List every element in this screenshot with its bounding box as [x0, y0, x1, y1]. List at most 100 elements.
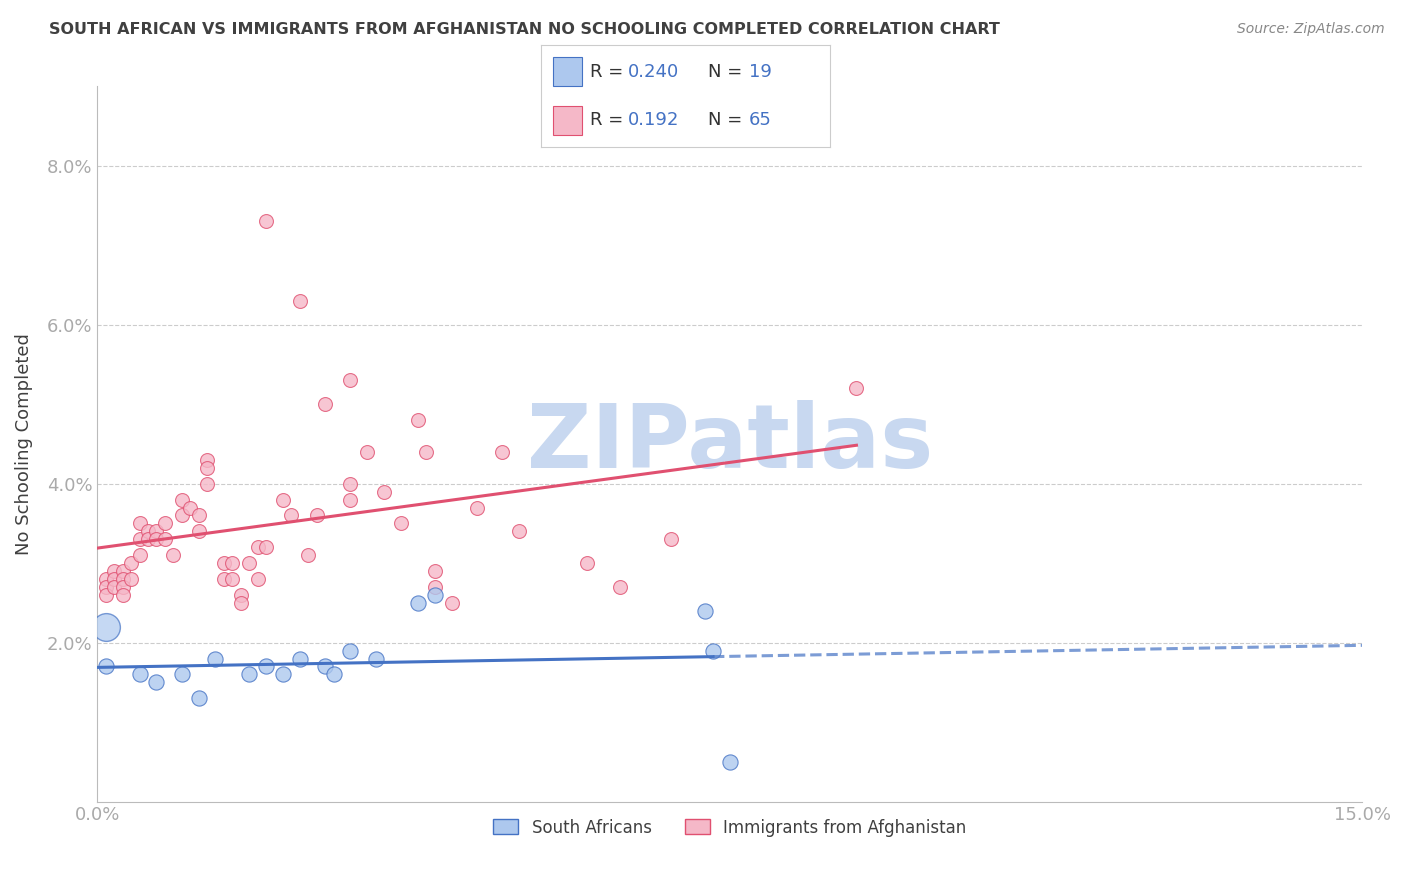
Point [305, 508, 328, 523]
Point [170, 492, 193, 507]
Point [162, 548, 184, 562]
Point [238, 667, 260, 681]
FancyBboxPatch shape [553, 106, 582, 135]
Point [415, 445, 437, 459]
Point [246, 572, 269, 586]
Point [136, 524, 159, 539]
Point [339, 373, 361, 387]
Point [145, 675, 167, 690]
Point [297, 548, 319, 562]
Point [238, 556, 260, 570]
Point [718, 755, 741, 769]
Point [271, 667, 294, 681]
Point [440, 596, 463, 610]
Point [271, 492, 294, 507]
Point [373, 484, 395, 499]
Point [221, 556, 243, 570]
Text: N =: N = [709, 111, 748, 129]
Point [491, 445, 513, 459]
Point [128, 548, 150, 562]
Point [111, 588, 134, 602]
Point [111, 580, 134, 594]
Point [170, 667, 193, 681]
Point [111, 572, 134, 586]
Point [423, 580, 446, 594]
Text: ZIPatlas: ZIPatlas [527, 401, 934, 487]
Point [145, 533, 167, 547]
Point [314, 397, 336, 411]
Point [364, 651, 387, 665]
Point [187, 524, 209, 539]
Legend: South Africans, Immigrants from Afghanistan: South Africans, Immigrants from Afghanis… [486, 812, 973, 843]
Point [246, 541, 269, 555]
Point [508, 524, 530, 539]
Point [254, 659, 277, 673]
Point [94, 659, 117, 673]
Point [103, 580, 125, 594]
Text: R =: R = [591, 62, 630, 81]
Point [229, 596, 252, 610]
Point [120, 572, 142, 586]
Point [212, 556, 235, 570]
Point [314, 659, 336, 673]
Point [254, 214, 277, 228]
Point [254, 541, 277, 555]
Text: 0.240: 0.240 [627, 62, 679, 81]
Text: 65: 65 [749, 111, 772, 129]
Point [103, 564, 125, 578]
Point [94, 620, 117, 634]
Text: 19: 19 [749, 62, 772, 81]
Point [339, 643, 361, 657]
Point [187, 508, 209, 523]
Point [339, 476, 361, 491]
Point [94, 588, 117, 602]
Point [465, 500, 488, 515]
Point [609, 580, 631, 594]
Text: SOUTH AFRICAN VS IMMIGRANTS FROM AFGHANISTAN NO SCHOOLING COMPLETED CORRELATION : SOUTH AFRICAN VS IMMIGRANTS FROM AFGHANI… [49, 22, 1000, 37]
Point [702, 643, 724, 657]
Point [120, 556, 142, 570]
Point [153, 533, 176, 547]
Point [128, 533, 150, 547]
Point [389, 516, 412, 531]
Point [339, 492, 361, 507]
Point [187, 691, 209, 706]
Text: Source: ZipAtlas.com: Source: ZipAtlas.com [1237, 22, 1385, 37]
Point [575, 556, 598, 570]
Point [103, 572, 125, 586]
Point [322, 667, 344, 681]
Y-axis label: No Schooling Completed: No Schooling Completed [15, 333, 32, 555]
Point [153, 516, 176, 531]
Text: R =: R = [591, 111, 636, 129]
Point [423, 564, 446, 578]
Text: N =: N = [709, 62, 748, 81]
Point [145, 524, 167, 539]
Point [845, 381, 868, 395]
Point [204, 651, 226, 665]
Point [406, 596, 429, 610]
Point [221, 572, 243, 586]
Point [111, 564, 134, 578]
Point [195, 476, 218, 491]
Point [229, 588, 252, 602]
Point [406, 413, 429, 427]
Point [128, 516, 150, 531]
Point [179, 500, 201, 515]
Point [195, 460, 218, 475]
Point [659, 533, 682, 547]
Point [288, 293, 311, 308]
Text: 0.192: 0.192 [627, 111, 679, 129]
Point [356, 445, 378, 459]
Point [423, 588, 446, 602]
Point [94, 580, 117, 594]
Point [280, 508, 302, 523]
Point [136, 533, 159, 547]
Point [693, 604, 716, 618]
FancyBboxPatch shape [553, 57, 582, 86]
Point [195, 453, 218, 467]
Point [128, 667, 150, 681]
Point [212, 572, 235, 586]
Point [170, 508, 193, 523]
Point [94, 572, 117, 586]
Point [288, 651, 311, 665]
